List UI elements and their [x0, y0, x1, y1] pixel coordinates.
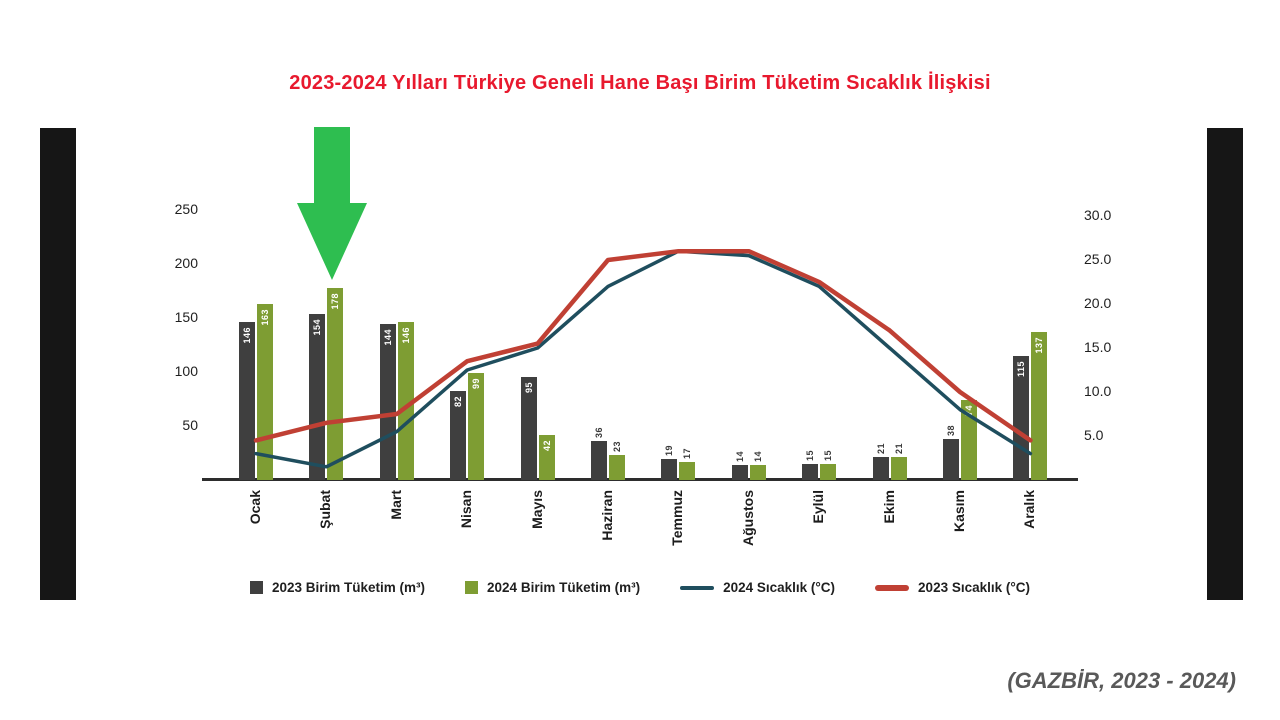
x-axis-label-eylül: Eylül	[810, 490, 827, 524]
right-axis-tick: 25.0	[1084, 251, 1112, 267]
x-axis-label-kasım: Kasım	[951, 490, 967, 533]
x-axis-label-nisan: Nisan	[458, 490, 475, 529]
x-axis-label-ekim: Ekim	[880, 490, 897, 524]
x-axis-line	[202, 478, 1078, 481]
plot-area: 146 163 154 178 144 146 82 99 95 42 36 23 19 17 14 14 15…	[205, 190, 1075, 480]
legend-label-2023-temperature: 2023 Sıcaklık (°C)	[918, 580, 1031, 595]
legend-label-2024-consumption: 2024 Birim Tüketim (m³)	[487, 580, 641, 595]
legend-item-2023-temperature: 2023 Sıcaklık (°C)	[875, 580, 1030, 595]
bar-2023-kasım	[943, 438, 959, 480]
bar-2024-ekim	[890, 457, 907, 480]
left-axis-tick: 250	[174, 201, 198, 217]
right-axis-tick: 5.0	[1084, 427, 1104, 443]
bar-2023-nisan	[450, 391, 467, 480]
chart-title: 2023-2024 Yılları Türkiye Geneli Hane Ba…	[289, 72, 991, 94]
decorative-bar-left	[40, 128, 76, 600]
temperature-lines	[253, 248, 1033, 469]
legend-item-2024-consumption: 2024 Birim Tüketim (m³)	[465, 580, 640, 595]
x-axis-label-ağustos: Ağustos	[739, 490, 756, 546]
bar-2024-şubat	[327, 287, 344, 480]
legend: 2023 Birim Tüketim (m³) 2024 Birim Tüket…	[0, 580, 1280, 595]
bar-2023-şubat	[309, 313, 326, 480]
legend-item-2023-consumption: 2023 Birim Tüketim (m³)	[249, 580, 426, 595]
bar-2023-eylül	[802, 463, 819, 480]
line-2023-temperature	[253, 248, 1033, 443]
bar-2024-kasım	[961, 400, 977, 480]
x-axis-label-şubat: Şubat	[317, 490, 334, 529]
legend-swatch-2024-consumption	[465, 581, 479, 594]
right-axis-tick: 10.0	[1084, 383, 1112, 399]
right-axis-tick: 30.0	[1084, 207, 1112, 223]
legend-label-2024-temperature: 2024 Sıcaklık (°C)	[723, 580, 836, 595]
decorative-bar-right	[1207, 128, 1243, 600]
right-axis-tick: 15.0	[1084, 339, 1112, 355]
bar-2023-ocak	[239, 322, 255, 480]
x-axis-label-ocak: Ocak	[247, 490, 263, 525]
bar-2023-haziran	[591, 441, 607, 480]
left-axis-tick: 100	[174, 363, 198, 379]
bar-2024-aralık	[1031, 332, 1048, 480]
legend-swatch-2024-temperature	[680, 585, 715, 590]
bar-2023-ağustos	[731, 464, 748, 480]
legend-swatch-2023-consumption	[249, 581, 263, 594]
legend-swatch-2023-temperature	[875, 584, 910, 591]
bar-2024-haziran	[609, 455, 625, 480]
bar-2024-temmuz	[679, 461, 696, 480]
x-axis-label-temmuz: Temmuz	[669, 490, 686, 546]
legend-label-2023-consumption: 2023 Birim Tüketim (m³)	[271, 580, 426, 595]
left-axis-tick: 50	[182, 417, 198, 433]
x-axis-label-haziran: Haziran	[599, 490, 615, 541]
bar-2023-ekim	[872, 457, 889, 480]
green-arrow-shape	[297, 127, 367, 280]
right-axis-tick: 20.0	[1084, 295, 1112, 311]
bar-2023-mayıs	[520, 377, 537, 480]
bar-2023-temmuz	[661, 459, 678, 480]
line-2024-temperature	[254, 249, 1033, 469]
bar-2024-nisan	[468, 373, 485, 480]
bar-2024-ağustos	[749, 464, 766, 480]
bar-2023-mart	[379, 324, 396, 480]
source-caption: (GAZBİR, 2023 - 2024)	[1007, 668, 1236, 693]
x-axis-label-mart: Mart	[387, 490, 404, 520]
bar-2024-mayıs	[538, 434, 555, 480]
green-arrow-icon	[297, 127, 367, 280]
left-axis-tick: 150	[174, 309, 198, 325]
legend-item-2024-temperature: 2024 Sıcaklık (°C)	[680, 580, 835, 595]
x-axis-label-aralık: Aralık	[1021, 490, 1038, 529]
bar-2024-eylül	[820, 463, 837, 480]
bar-2024-mart	[397, 322, 414, 480]
x-axis-label-mayıs: Mayıs	[528, 490, 545, 529]
left-axis-tick: 200	[174, 255, 198, 271]
